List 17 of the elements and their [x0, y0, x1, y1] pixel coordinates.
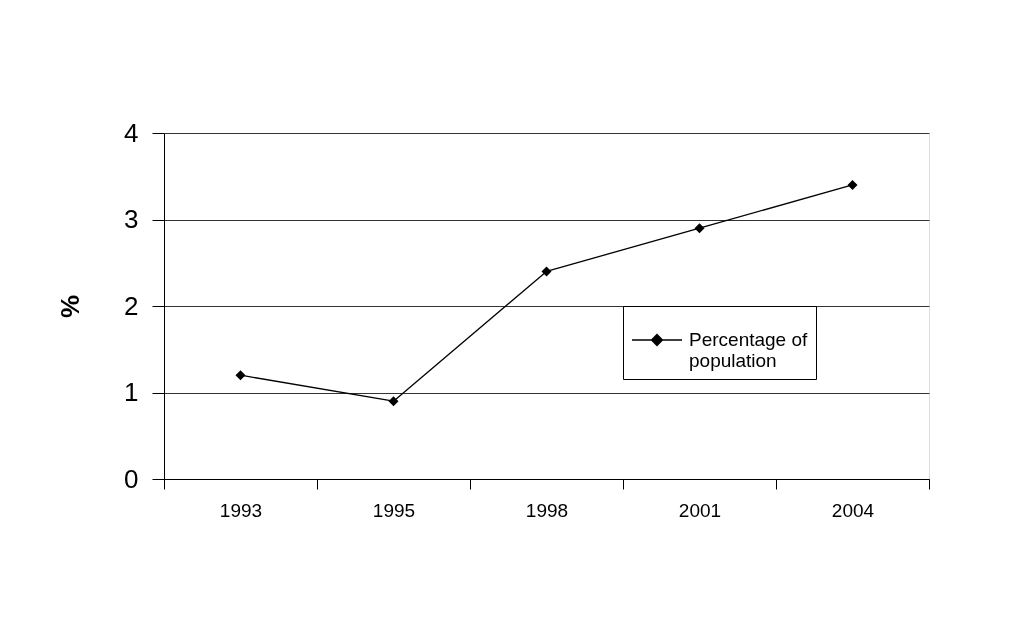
point — [235, 370, 246, 381]
legend-label: Percentage of population — [689, 329, 809, 371]
x-tick-label: 2004 — [831, 499, 875, 521]
point — [388, 396, 399, 407]
point — [694, 223, 705, 234]
point — [541, 266, 552, 277]
x-tick-label: 2001 — [678, 499, 722, 521]
x-tick-label: 1998 — [525, 499, 569, 521]
x-tick-label: 1995 — [372, 499, 416, 521]
y-tick-label: 1 — [124, 377, 139, 407]
y-axis-title: % — [55, 294, 86, 319]
y-tick-label: 4 — [124, 117, 139, 148]
y-tick-label: 0 — [124, 463, 139, 494]
y-tick-label: 2 — [124, 290, 139, 321]
point — [847, 179, 858, 190]
y-tick-label: 3 — [124, 204, 139, 234]
x-tick-label: 1993 — [219, 499, 263, 521]
